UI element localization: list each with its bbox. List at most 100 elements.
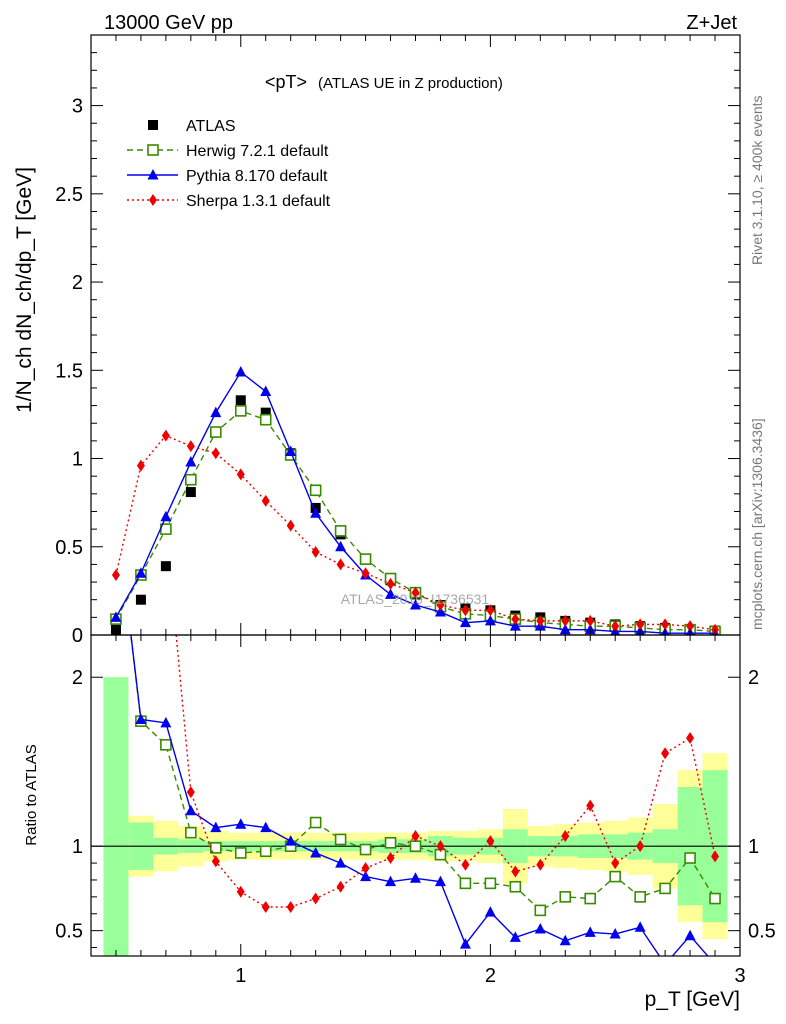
data-point [286,519,295,532]
legend-marker [147,144,159,156]
data-point [335,540,347,552]
legend-item: Sherpa 1.3.1 default [127,193,331,210]
data-point [511,613,520,626]
ratio-point [436,840,445,853]
ratio-point [235,818,247,829]
ratio-point [185,826,197,839]
ratio-point [434,875,446,887]
x-tick-label: 1 [235,965,246,987]
data-point [310,507,322,518]
data-point [561,614,570,627]
ratio-point [559,891,572,903]
plot-title: <pT> (ATLAS UE in Z production) [265,72,503,92]
ratio-point [234,847,247,859]
ratio-point [336,880,345,893]
data-point [686,620,695,633]
ratio-point [409,840,422,852]
ratio-point [361,862,370,875]
ratio-point [186,786,195,799]
ratio-point [236,885,245,898]
ratio-point [710,958,721,969]
ratio-point [661,747,670,760]
y-tick-label: 0 [72,625,83,647]
ratio-point [135,713,147,724]
data-point [210,426,222,438]
data-point [259,413,272,426]
data-point [185,456,197,467]
main-plot-clip [110,366,721,635]
data-point [236,468,245,481]
legend: ATLAS Herwig 7.2.1 default Pythia 8.170 de… [127,118,331,210]
ratio-point [586,799,595,812]
data-point [411,586,420,599]
data-point [361,567,370,580]
ratio-point [261,901,270,914]
ratio-y-tick-label-right: 2 [748,667,759,689]
ratio-y-tick-label-right: 1 [748,836,759,858]
data-point [211,447,220,460]
legend-marker [149,194,157,206]
ratio-point [259,845,272,858]
y-tick-label: 2 [72,272,83,294]
data-point [160,510,172,522]
data-point [410,599,421,610]
ratio-point [536,858,545,871]
ratio-point [659,882,671,895]
ratio-plot-frame [90,634,741,957]
ratio-point [484,877,497,890]
ratio-point [185,804,197,816]
ratio-point [160,716,172,728]
ratio-y-tick-label: 0.5 [55,921,83,943]
ratio-point [111,503,121,513]
ratio-series-1 [130,635,721,969]
ratio-axis-label: Ratio to ATLAS [23,744,40,845]
analysis-watermark: ATLAS_2019_I1736531 [341,591,490,607]
ratio-point [385,875,397,887]
ratio-point [310,846,322,858]
ratio-point [684,929,696,941]
data-point [135,567,147,578]
process-label: Z+Jet [686,12,737,34]
rivet-side-label: Rivet 3.1.10, ≥ 400k events [749,95,765,265]
ratio-point [559,934,571,946]
data-point [186,440,195,453]
axes-frames [90,34,741,957]
y-tick-label: 0.5 [55,537,83,559]
plot-title-main: <pT> [265,72,307,92]
data-point [210,406,222,418]
ratio-point [461,858,470,871]
data-point [611,620,620,633]
data-point [110,611,122,622]
data-point [386,577,395,590]
source-side-label: mcplots.cern.ch [arXiv:1306.3436] [749,418,765,630]
ratio-point [384,837,397,849]
legend-label: Herwig 7.2.1 default [186,143,329,160]
ratio-point [509,931,521,942]
legend-label: Pythia 8.170 default [186,168,328,185]
ratio-line [175,635,716,908]
ratio-point [584,892,597,905]
data-point [235,395,246,406]
ratio-point [311,892,320,905]
data-point [260,385,272,396]
data-point [586,614,595,627]
x-tick-label: 3 [734,965,745,987]
ratio-point [509,880,522,893]
data-point [461,604,470,617]
data-point [311,546,320,559]
ratio-point [334,833,347,846]
ratio-point [459,938,471,949]
y-tick-label: 1.5 [55,360,83,382]
data-point [234,405,247,417]
ratio-point [160,739,172,751]
y-axis-label: 1/N_ch dN_ch/dp_T [GeV] [13,167,36,413]
data-point [261,494,270,507]
data-point [136,459,145,472]
data-point [334,525,347,537]
ratio-point [534,922,546,934]
ratio-point [210,821,222,833]
data-point [309,484,322,497]
ratio-plot-clip [91,503,740,969]
data-point [185,473,197,486]
